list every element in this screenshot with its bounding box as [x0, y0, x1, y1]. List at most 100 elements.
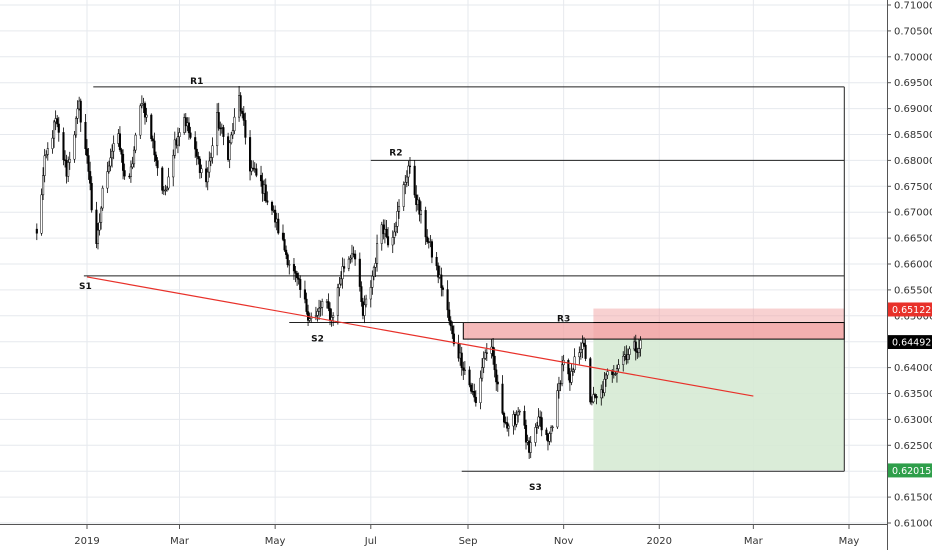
x-tick-label: Nov: [554, 536, 574, 547]
candle-body: [98, 222, 101, 231]
y-tick-label: 0.63500: [894, 389, 932, 400]
y-tick-label: 0.65000: [894, 311, 932, 322]
y-tick-label: 0.69500: [894, 78, 932, 89]
candle-body: [120, 149, 123, 155]
candle-body: [468, 369, 471, 386]
candle-body: [189, 132, 192, 138]
candle-body: [354, 253, 357, 260]
price-badge-text-target: 0.62015: [892, 466, 931, 477]
candle-body: [634, 341, 637, 352]
candle-body: [321, 301, 324, 308]
candle-body: [233, 116, 236, 132]
price-badge-plain: [888, 349, 932, 364]
candle-body: [606, 371, 609, 376]
candle-body: [216, 112, 219, 147]
candle-body: [143, 103, 147, 118]
candle-body: [470, 384, 473, 392]
y-tick-label: 0.69000: [894, 104, 932, 115]
candle-body: [292, 264, 296, 272]
y-tick-label: 0.71000: [894, 1, 932, 12]
candle-body: [628, 348, 631, 355]
candle-body: [517, 411, 520, 416]
level-labels: R1 R2 S1 S2 R3 S3: [79, 77, 570, 493]
level-label-r1: R1: [190, 77, 203, 87]
candle-body: [299, 279, 302, 290]
x-tick-label: 2020: [647, 536, 672, 547]
y-tick-label: 0.62500: [894, 441, 932, 452]
candle-body: [132, 149, 136, 165]
candle-body: [305, 298, 308, 312]
candle-body: [482, 357, 485, 368]
candle-body: [230, 134, 233, 144]
candle-body: [380, 224, 383, 244]
candle-body: [209, 157, 212, 162]
candles: [35, 86, 642, 459]
candle-body: [481, 367, 484, 379]
candle-body: [446, 289, 449, 311]
candle-body: [106, 171, 109, 189]
resistance-zone-r3: [462, 322, 845, 340]
candle-body: [535, 425, 539, 428]
y-tick-label: 0.68000: [894, 156, 932, 167]
candle-body: [573, 356, 576, 371]
candle-body: [441, 287, 444, 290]
candle-body: [507, 425, 510, 429]
candle-body: [195, 148, 198, 157]
candle-body: [176, 136, 179, 146]
candle-body: [369, 287, 372, 300]
candle-body: [550, 427, 553, 434]
candle-body: [582, 342, 586, 346]
candle-body: [567, 360, 570, 375]
candle-body: [198, 158, 201, 173]
trendline: [86, 276, 754, 397]
candle-body: [194, 137, 197, 150]
candle-body: [43, 155, 46, 176]
candle-body: [42, 175, 45, 196]
candle-body: [371, 275, 374, 288]
candle-body: [62, 132, 65, 161]
candle-body: [297, 277, 300, 280]
candle-body: [485, 352, 488, 354]
take-profit-zone: [593, 339, 845, 471]
candle-body: [145, 114, 148, 118]
candle-body: [437, 265, 440, 278]
candle-body: [266, 200, 269, 203]
x-tick-label: May: [839, 536, 860, 547]
candle-body: [95, 209, 98, 244]
candle-body: [593, 394, 597, 397]
candle-body: [578, 352, 581, 358]
candle-body: [200, 168, 203, 173]
candle-body: [285, 249, 288, 255]
x-tick-label: Mar: [744, 536, 764, 547]
candle-body: [386, 236, 390, 246]
candle-body: [617, 364, 620, 369]
candle-body: [394, 226, 397, 233]
candle-body: [264, 184, 267, 202]
candle-body: [571, 369, 575, 372]
candle-body: [330, 317, 333, 321]
candle-body: [51, 137, 54, 149]
y-tick-label: 0.68500: [894, 130, 932, 141]
candle-body: [600, 389, 603, 399]
candle-body: [493, 355, 496, 371]
candle-body: [161, 167, 164, 191]
candle-body: [534, 427, 537, 443]
candle-body: [250, 167, 253, 172]
candle-body: [231, 130, 234, 136]
candle-body: [347, 258, 350, 269]
position-zones: [462, 308, 845, 471]
candle-body: [270, 201, 274, 211]
candle-body: [249, 137, 252, 172]
candle-body: [426, 236, 429, 242]
candle-body: [523, 410, 526, 426]
candle-body: [343, 266, 346, 269]
y-tick-label: 0.70500: [894, 26, 932, 37]
candle-body: [40, 194, 43, 234]
candle-body: [595, 395, 598, 399]
y-tick-label: 0.63000: [894, 415, 932, 426]
candle-body: [506, 422, 509, 429]
candle-body: [281, 232, 285, 240]
